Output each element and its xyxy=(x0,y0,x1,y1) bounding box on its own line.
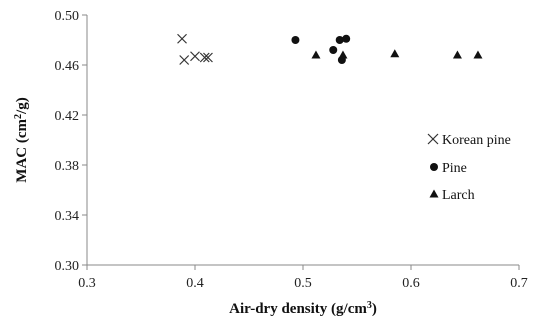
y-tick-group: 0.30 0.34 0.38 0.42 0.46 0.50 xyxy=(55,9,87,274)
y-axis-title-main: MAC (cm xyxy=(14,118,30,182)
y-tick-label: 0.34 xyxy=(55,209,80,224)
point-pine xyxy=(342,34,351,43)
x-axis-title: Air-dry density (g/cm3) xyxy=(229,300,377,318)
x-tick-label: 0.6 xyxy=(402,276,420,291)
y-axis-title-sup: 2 xyxy=(13,114,24,119)
y-axis-title-end: /g) xyxy=(14,97,30,115)
point-larch xyxy=(338,50,348,59)
x-tick-label: 0.3 xyxy=(78,276,96,291)
point-korean-pine xyxy=(190,51,200,62)
point-larch xyxy=(311,50,321,59)
point-korean-pine xyxy=(177,33,187,44)
legend: Korean pine Pine Larch xyxy=(427,133,511,203)
y-axis-title: MAC (cm2/g) xyxy=(13,97,31,182)
legend-triangle-marker-icon xyxy=(429,189,439,198)
point-larch xyxy=(390,49,400,58)
y-tick-label: 0.46 xyxy=(55,59,80,74)
y-tick-label: 0.30 xyxy=(55,259,80,274)
y-tick-label: 0.50 xyxy=(55,9,80,24)
x-tick-label: 0.4 xyxy=(186,276,204,291)
data-points xyxy=(177,33,483,65)
point-pine xyxy=(291,36,300,44)
point-pine xyxy=(335,36,344,44)
x-axis-title-main: Air-dry density (g/cm xyxy=(229,301,367,317)
point-korean-pine xyxy=(199,52,210,63)
point-larch xyxy=(452,50,462,59)
y-tick-label: 0.42 xyxy=(55,109,80,124)
legend-item-korean-pine: Korean pine xyxy=(427,133,511,148)
legend-label-pine: Pine xyxy=(442,161,467,176)
point-korean-pine xyxy=(179,55,190,65)
legend-label-korean-pine: Korean pine xyxy=(442,133,511,148)
x-tick-group: 0.3 0.4 0.5 0.6 0.7 xyxy=(78,265,528,291)
legend-item-larch: Larch xyxy=(429,188,475,203)
y-tick-label: 0.38 xyxy=(55,159,80,174)
point-larch xyxy=(473,50,483,59)
x-tick-label: 0.7 xyxy=(510,276,528,291)
point-korean-pine xyxy=(203,52,213,63)
legend-x-marker-icon xyxy=(427,133,439,145)
x-tick-label: 0.5 xyxy=(294,276,312,291)
x-axis-title-sup: 3 xyxy=(367,300,372,311)
point-pine xyxy=(329,46,338,54)
x-axis-title-end: ) xyxy=(372,301,377,317)
legend-circle-marker-icon xyxy=(430,163,438,171)
legend-label-larch: Larch xyxy=(442,188,475,203)
legend-item-pine: Pine xyxy=(430,161,467,176)
